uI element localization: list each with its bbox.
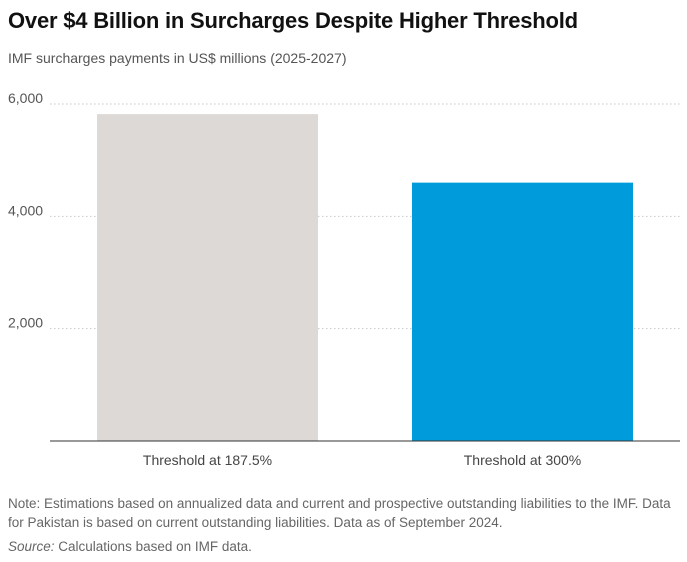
axes: 2,000 4,000 6,000 Threshold at 187.5% Thresh… [8,90,680,468]
chart-note: Note: Estimations based on annualized da… [8,496,671,530]
source-label: Source: [8,539,55,554]
y-tick-label: 6,000 [8,90,43,106]
source-text: Calculations based on IMF data. [54,539,252,554]
chart-subtitle: IMF surcharges payments in US$ millions … [8,50,347,66]
bar-chart: 2,000 4,000 6,000 Threshold at 187.5% Thresh… [8,90,680,468]
x-category-label: Threshold at 300% [464,452,582,468]
y-tick-label: 2,000 [8,315,43,331]
chart-source: Source: Calculations based on IMF data. [8,539,252,554]
chart-title: Over $4 Billion in Surcharges Despite Hi… [8,8,578,33]
x-category-label: Threshold at 187.5% [143,452,272,468]
bar [97,114,318,442]
y-tick-label: 4,000 [8,202,43,218]
bars [97,114,633,442]
bar [412,182,633,441]
